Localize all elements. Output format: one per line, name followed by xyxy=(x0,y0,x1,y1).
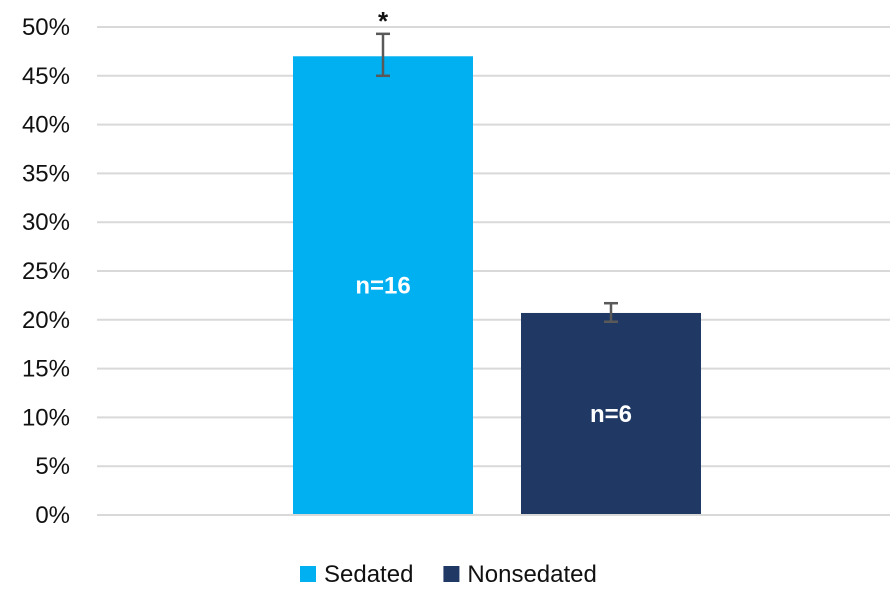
y-tick-label: 25% xyxy=(22,258,70,285)
y-tick-label: 5% xyxy=(35,453,70,480)
legend-swatch-sedated xyxy=(300,566,316,582)
y-tick-label: 10% xyxy=(22,404,70,431)
y-tick-label: 35% xyxy=(22,160,70,187)
bar-nonsedated xyxy=(521,312,701,515)
legend-label-nonsedated: Nonsedated xyxy=(467,561,596,588)
y-tick-label: 50% xyxy=(22,14,70,41)
legend-label-sedated: Sedated xyxy=(324,561,413,588)
y-tick-label: 40% xyxy=(22,112,70,139)
significance-marker: * xyxy=(378,6,389,36)
y-tick-label: 0% xyxy=(35,502,70,529)
y-tick-label: 30% xyxy=(22,209,70,236)
legend-swatch-nonsedated xyxy=(443,566,460,582)
bar-data-label: n=6 xyxy=(590,401,632,428)
bar-sedated xyxy=(293,56,473,515)
y-tick-label: 20% xyxy=(22,307,70,334)
bar-data-label: n=16 xyxy=(355,273,410,300)
y-tick-label: 45% xyxy=(22,63,70,90)
y-tick-label: 15% xyxy=(22,356,70,383)
